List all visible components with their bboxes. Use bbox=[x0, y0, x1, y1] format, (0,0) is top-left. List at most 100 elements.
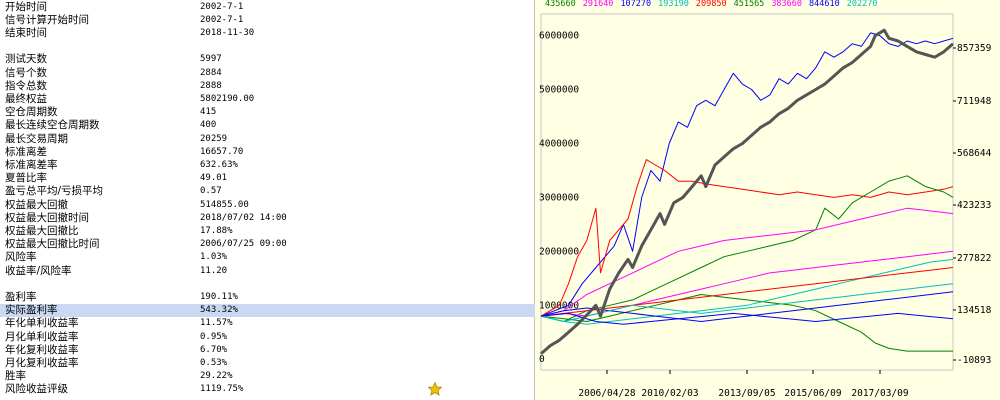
stats-value: 2002-7-1 bbox=[200, 1, 244, 12]
stats-row[interactable]: 最长连续空仓周期数 400 bbox=[0, 119, 535, 132]
y-right-tick-label: 857359 bbox=[957, 43, 992, 54]
x-tick-label: 2013/09/05 bbox=[718, 388, 775, 399]
legend-entry: 844610 bbox=[809, 0, 840, 9]
legend-entry: 291640 bbox=[582, 0, 614, 9]
stats-row[interactable]: 盈亏总平均/亏损平均 0.57 bbox=[0, 185, 535, 198]
series-line-4 bbox=[540, 207, 954, 317]
y-left-tick-label: 2000000 bbox=[539, 246, 579, 257]
stats-row[interactable]: 实际盈利率 543.32% bbox=[0, 304, 535, 318]
series-line-3 bbox=[540, 175, 954, 322]
stats-row[interactable] bbox=[0, 278, 535, 291]
stats-row[interactable]: 指令总数 2888 bbox=[0, 80, 535, 93]
series-line-1 bbox=[540, 32, 954, 317]
stats-value: 2018/07/02 14:00 bbox=[200, 212, 287, 223]
stats-key: 指令总数 bbox=[5, 79, 47, 92]
y-left-tick-label: 4000000 bbox=[539, 138, 579, 149]
stats-value: 0.57 bbox=[200, 186, 222, 197]
stats-row[interactable]: 月化复利收益率 0.53% bbox=[0, 357, 535, 370]
series-line-0 bbox=[540, 28, 954, 355]
stats-key: 测试天数 bbox=[5, 53, 47, 66]
stats-value: 29.22% bbox=[200, 371, 233, 382]
stats-row[interactable]: 年化复利收益率 6.70% bbox=[0, 344, 535, 357]
stats-row[interactable]: 信号个数 2884 bbox=[0, 67, 535, 80]
series-line-6 bbox=[540, 258, 954, 325]
stats-value: 2002-7-1 bbox=[200, 14, 244, 25]
stats-key: 风险收益评级 bbox=[5, 383, 68, 396]
legend-entry: 202270 bbox=[846, 0, 878, 9]
stats-row[interactable]: 开始时间 2002-7-1 bbox=[0, 1, 535, 14]
stats-row[interactable]: 年化单利收益率 11.57% bbox=[0, 317, 535, 330]
stats-value: 543.32% bbox=[200, 305, 238, 316]
series-line-10 bbox=[540, 283, 954, 322]
series-line-9 bbox=[540, 267, 954, 317]
stats-value: 2018-11-30 bbox=[200, 27, 255, 38]
stats-value: 632.63% bbox=[200, 159, 238, 170]
legend-entry: 193190 bbox=[658, 0, 689, 9]
stats-row[interactable]: 权益最大回撤比 17.88% bbox=[0, 225, 535, 238]
stats-key: 收益率/风险率 bbox=[5, 264, 72, 277]
y-right-tick-label: 711948 bbox=[957, 96, 992, 107]
stats-value: 11.57% bbox=[200, 318, 233, 329]
stats-value: 0.95% bbox=[200, 331, 228, 342]
x-tick-label: 2017/03/09 bbox=[851, 388, 908, 399]
stats-row[interactable]: 最长交易周期 20259 bbox=[0, 133, 535, 146]
stats-row[interactable]: 盈利率 190.11% bbox=[0, 291, 535, 304]
stats-key: 胜率 bbox=[5, 370, 26, 383]
stats-row[interactable]: 权益最大回撤时间 2018/07/02 14:00 bbox=[0, 212, 535, 225]
y-left-tick-label: 0 bbox=[539, 354, 545, 365]
stats-row[interactable] bbox=[0, 40, 535, 53]
stats-value: 1119.75% bbox=[200, 384, 244, 395]
stats-key: 权益最大回撤时间 bbox=[5, 211, 89, 224]
stats-row[interactable]: 结束时间 2018-11-30 bbox=[0, 27, 535, 40]
stats-row[interactable]: 信号计算开始时间 2002-7-1 bbox=[0, 14, 535, 27]
stats-row[interactable]: 权益最大回撤 514855.00 bbox=[0, 199, 535, 212]
y-left-tick-label: 3000000 bbox=[539, 192, 579, 203]
stats-key: 标准离差 bbox=[5, 145, 47, 158]
stats-value: 5802190.00 bbox=[200, 93, 255, 104]
x-tick-label: 2015/06/09 bbox=[784, 388, 841, 399]
stats-value: 2888 bbox=[200, 80, 222, 91]
stats-row[interactable]: 权益最大回撤比时间 2006/07/25 09:00 bbox=[0, 238, 535, 251]
x-tick-label: 2006/04/28 bbox=[578, 388, 635, 399]
stats-value: 190.11% bbox=[200, 291, 238, 302]
stats-key: 月化单利收益率 bbox=[5, 330, 79, 343]
stats-value: 11.20 bbox=[200, 265, 228, 276]
stats-key: 最终权益 bbox=[5, 92, 47, 105]
stats-key: 权益最大回撤 bbox=[5, 198, 68, 211]
stats-key: 盈亏总平均/亏损平均 bbox=[5, 185, 104, 198]
stats-row[interactable]: 月化单利收益率 0.95% bbox=[0, 331, 535, 344]
x-tick-label: 2010/02/03 bbox=[641, 388, 698, 399]
stats-row[interactable]: 夏普比率 49.01 bbox=[0, 172, 535, 185]
y-right-tick-label: 423233 bbox=[957, 200, 991, 211]
stats-key: 年化单利收益率 bbox=[5, 317, 79, 330]
stats-value: 49.01 bbox=[200, 173, 228, 184]
stats-value: 2884 bbox=[200, 67, 222, 78]
stats-value: 20259 bbox=[200, 133, 228, 144]
stats-key: 开始时间 bbox=[5, 0, 47, 13]
stats-row[interactable]: 风险收益评级 1119.75% bbox=[0, 383, 535, 396]
legend-entry: 209850 bbox=[695, 0, 727, 9]
stats-row[interactable]: 标准离差率 632.63% bbox=[0, 159, 535, 172]
stats-value: 0.53% bbox=[200, 357, 228, 368]
equity-chart-panel: 435660 291640 107270 193190 209850 451565 3836… bbox=[535, 0, 1000, 400]
series-line-5 bbox=[540, 294, 953, 352]
y-right-tick-label: 277822 bbox=[957, 253, 991, 264]
stats-row[interactable]: 胜率 29.22% bbox=[0, 370, 535, 383]
stats-key: 权益最大回撤比 bbox=[5, 224, 79, 237]
stats-key: 信号个数 bbox=[5, 66, 47, 79]
stats-row[interactable]: 最终权益 5802190.00 bbox=[0, 93, 535, 106]
stats-row[interactable]: 标准离差 16657.70 bbox=[0, 146, 535, 159]
stats-row[interactable]: 空仓周期数 415 bbox=[0, 106, 535, 119]
stats-row[interactable]: 测试天数 5997 bbox=[0, 53, 535, 66]
stats-key: 夏普比率 bbox=[5, 172, 47, 185]
stats-key: 月化复利收益率 bbox=[5, 356, 79, 369]
stats-row[interactable]: 收益率/风险率 11.20 bbox=[0, 265, 535, 278]
stats-row[interactable]: 风险率 1.03% bbox=[0, 251, 535, 264]
stats-value: 17.88% bbox=[200, 225, 233, 236]
chart-legend: 435660 291640 107270 193190 209850 451565 3836… bbox=[545, 0, 884, 10]
stats-key: 标准离差率 bbox=[5, 158, 58, 171]
stats-value: 514855.00 bbox=[200, 199, 249, 210]
legend-entry: 383660 bbox=[771, 0, 803, 9]
stats-key: 实际盈利率 bbox=[5, 304, 58, 317]
stats-value: 400 bbox=[200, 120, 217, 131]
